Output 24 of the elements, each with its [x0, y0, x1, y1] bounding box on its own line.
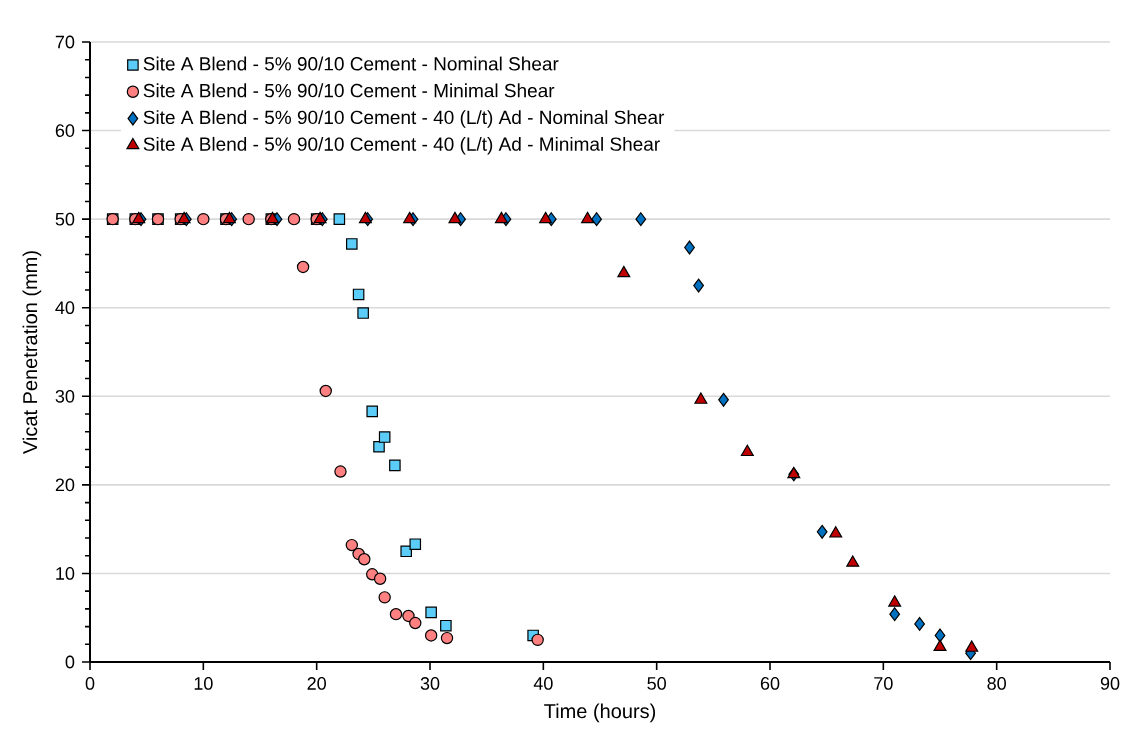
- y-tick-label: 30: [55, 389, 75, 403]
- y-tick-label: 50: [55, 212, 75, 226]
- y-tick-label: 20: [55, 478, 75, 492]
- x-axis-title: Time (hours): [544, 703, 656, 723]
- y-tick-label: 40: [55, 301, 75, 315]
- x-tick-label: 40: [533, 677, 553, 690]
- x-tick-label: 10: [194, 677, 213, 690]
- x-tick-label: 0: [85, 677, 95, 690]
- x-tick-label: 60: [760, 677, 780, 690]
- x-tick-label: 30: [420, 677, 440, 690]
- x-tick-label: 50: [647, 677, 666, 690]
- y-tick-label: 10: [56, 567, 75, 580]
- x-tick-label: 90: [1100, 677, 1120, 690]
- legend-label: Site A Blend - 5% 90/10 Cement - 40 (L/t) Ad - Minimal Shear: [143, 136, 660, 155]
- y-tick-label: 60: [55, 124, 75, 137]
- y-tick-label: 70: [55, 35, 75, 49]
- y-axis-title: Vicat Penetration (mm): [22, 251, 42, 454]
- legend-label: Site A Blend - 5% 90/10 Cement - 40 (L/t) Ad - Nominal Shear: [143, 110, 665, 128]
- x-tick-label: 70: [874, 677, 893, 690]
- x-tick-label: 20: [307, 677, 326, 690]
- legend-label: Site A Blend - 5% 90/10 Cement - Nominal Shear: [143, 56, 559, 71]
- legend-label: Site A Blend - 5% 90/10 Cement - Minimal Shear: [143, 83, 555, 98]
- x-tick-label: 80: [987, 677, 1006, 690]
- y-tick-label: 0: [65, 655, 75, 669]
